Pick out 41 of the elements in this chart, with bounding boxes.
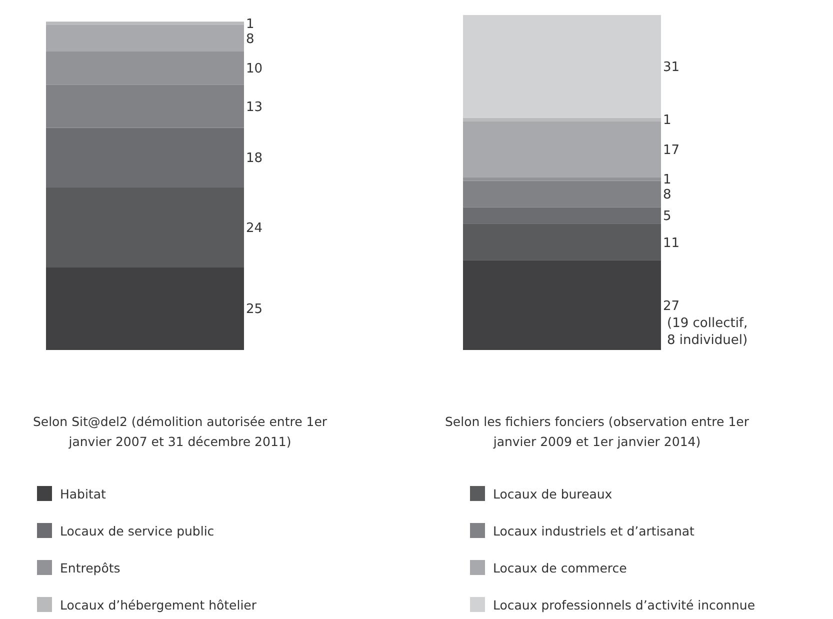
legend-label: Locaux de bureaux <box>493 486 612 502</box>
annotation: (19 collectif, 8 individuel) <box>667 316 748 348</box>
data-label: 18 <box>246 151 263 166</box>
bar <box>46 24 244 52</box>
data-label: 27 <box>663 298 680 314</box>
data-label: 11 <box>663 236 680 251</box>
bar <box>463 15 661 118</box>
data-label: 17 <box>663 142 680 158</box>
bar <box>46 84 244 128</box>
data-label: 1 <box>663 113 672 128</box>
bar <box>46 51 244 85</box>
bar <box>463 121 661 178</box>
data-label: 1 <box>246 16 254 32</box>
bar <box>46 128 244 188</box>
data-label: 25 <box>246 302 263 318</box>
legend-label: Locaux industriels et d’artisanat <box>493 523 695 538</box>
legend-label: Locaux de commerce <box>493 560 628 576</box>
bar <box>463 178 661 181</box>
bar <box>463 180 661 208</box>
bar <box>46 22 244 25</box>
x-tick-label: Selon Sit@del2 (démolition autorisée entre 1er janvier 2007 et 31 décembre 2011) <box>32 414 328 449</box>
bar <box>46 187 244 268</box>
x-tick-label: Selon les fichiers fonciers (observation entre 1er janvier 2009 et 1er janvier 2014) <box>445 414 750 449</box>
data-label: 13 <box>246 100 263 115</box>
legend-label: Locaux d’hébergement hôtelier <box>60 597 258 612</box>
data-label: 5 <box>663 209 672 224</box>
legend-label: Entrepôts <box>60 560 120 576</box>
bar <box>463 118 661 122</box>
data-label: 8 <box>246 32 254 47</box>
legend-label: Locaux de service public <box>60 523 214 538</box>
data-label: 8 <box>663 188 672 203</box>
bar <box>463 207 661 224</box>
bar <box>463 224 661 260</box>
bar <box>46 267 244 350</box>
data-label: 31 <box>663 60 680 75</box>
data-label: 1 <box>663 172 672 188</box>
bar <box>463 260 661 350</box>
data-label: 10 <box>246 62 263 77</box>
legend-label: Habitat <box>60 486 106 502</box>
data-label: 24 <box>246 220 263 236</box>
legend-label: Locaux professionnels d’activité inconnue <box>493 597 756 612</box>
